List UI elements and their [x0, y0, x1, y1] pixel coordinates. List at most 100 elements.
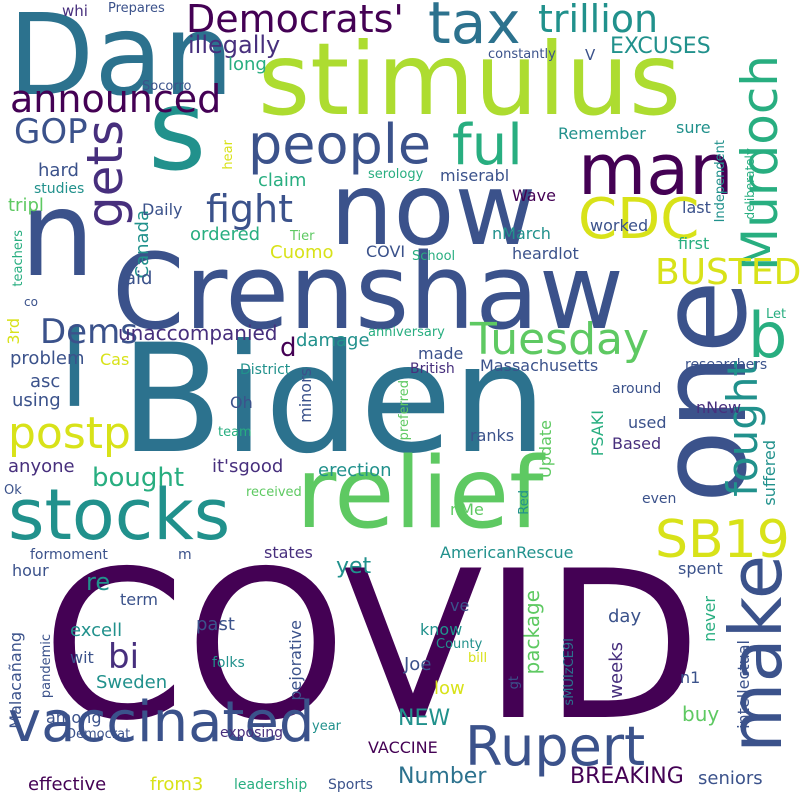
word-crenshaw: Crenshaw [112, 231, 624, 353]
word-let: Let [766, 307, 787, 322]
word-wave: Wave [512, 186, 556, 205]
word-announced: announced [10, 77, 222, 121]
word-s: s [148, 66, 207, 196]
word-ful: ful [452, 113, 523, 178]
word-stocks: stocks [8, 474, 231, 556]
word-tier: Tier [290, 229, 315, 244]
word-sports: Sports [328, 777, 373, 793]
word-worked: worked [590, 216, 649, 235]
word-psaki: PSAKI [588, 410, 607, 457]
word-asc: asc [30, 371, 61, 392]
word-ranks: ranks [470, 426, 515, 445]
word-dems: Dems [40, 312, 138, 352]
word-yet: yet [336, 554, 372, 579]
word-team: team [218, 425, 252, 440]
word-hear: hear [221, 140, 236, 170]
word-past: past [196, 614, 235, 635]
word-d: d [280, 333, 297, 363]
word-ok: Ok [4, 483, 22, 498]
word-excell: excell [70, 620, 123, 641]
word-erection: erection [318, 460, 392, 481]
word-m: m [178, 547, 192, 563]
word-busted: BUSTED [655, 252, 800, 293]
word-trillion: trillion [538, 0, 659, 41]
word-received: received [246, 485, 302, 500]
word-vaccinated: vaccinated [8, 690, 315, 755]
word-researchers: researchers [685, 357, 768, 373]
word-folks: folks [212, 655, 245, 671]
word-claim: claim [258, 170, 307, 191]
word-socorro: Socorro [142, 79, 192, 94]
word-pejorative: pejorative [286, 620, 305, 701]
word-even: even [642, 491, 677, 507]
word-gt: gt [507, 676, 522, 690]
word-last: last [682, 198, 711, 217]
word-bill: bill [468, 651, 488, 666]
word-3rd: 3rd [4, 318, 23, 345]
word-vaccine: VACCINE [368, 738, 438, 757]
word-remember: Remember [558, 124, 646, 143]
word-buy: buy [682, 702, 720, 726]
word-excuses: EXCUSES [610, 34, 711, 59]
word-know: know [420, 620, 463, 639]
word-heardlot: heardlot [512, 244, 579, 263]
word-bi: bi [108, 637, 140, 677]
word-miserabl: miserabl [440, 166, 510, 185]
word-county: County [436, 637, 483, 652]
word-itsgood: it'sgood [212, 456, 284, 477]
word-stimulus: stimulus [258, 21, 682, 138]
word-states: states [264, 543, 313, 562]
word-n1: n1 [680, 668, 701, 687]
word-sb19: SB19 [655, 510, 790, 570]
word-democrat: Democrat [66, 727, 131, 742]
word-package: package [520, 590, 544, 675]
word-gop: GOP [14, 112, 88, 152]
word-relief: relief [296, 437, 544, 551]
word-district: District [240, 362, 291, 378]
word-update: Update [536, 420, 555, 478]
word-ve: ve [450, 596, 470, 615]
word-damage: damage [296, 330, 370, 351]
word-breaking: BREAKING [570, 764, 684, 789]
word-minors: minors [296, 368, 315, 423]
word-red: Red [517, 490, 532, 515]
word-day: day [608, 606, 642, 627]
word-low: low [434, 678, 465, 699]
word-term: term [120, 590, 158, 609]
word-weeks: weeks [606, 642, 627, 699]
word-anyone: anyone [8, 456, 75, 477]
word-studies: studies [34, 181, 85, 197]
word-leadership: leadership [234, 777, 308, 793]
word-effective: effective [28, 774, 107, 795]
word-year: year [312, 719, 342, 734]
word-prepares: Prepares [108, 1, 165, 16]
word-laid: laid [120, 268, 153, 289]
word-exposing: exposing [220, 725, 284, 741]
word-hard: hard [38, 160, 79, 181]
word-serology: serology [368, 167, 424, 182]
word-unaccompanied: unaccompanied [118, 321, 278, 345]
word-man: man [578, 129, 734, 211]
word-dan: Dan [8, 0, 234, 121]
word-number: Number [398, 764, 487, 789]
word-l: l [60, 309, 89, 431]
word-tax: tax [428, 0, 521, 57]
word-cdc: CDC [578, 187, 700, 252]
word-nmarch: nMarch [492, 224, 551, 243]
word-among: among [46, 708, 102, 727]
word-independent: Independent [713, 140, 728, 223]
word-anniversary: anniversary [368, 325, 445, 340]
word-v: V [585, 46, 596, 64]
word-n: n [20, 165, 95, 303]
word-malacanang: Malacañang [6, 632, 25, 729]
word-cuomo: Cuomo [270, 242, 334, 263]
word-using: using [12, 390, 61, 411]
word-based: Based [612, 434, 662, 453]
word-british: British [410, 361, 455, 377]
word-made: made [418, 344, 464, 363]
word-rupert: Rupert [465, 715, 646, 778]
word-fight: fight [206, 187, 294, 231]
word-illegally: illegally [188, 31, 281, 59]
word-problem: problem [10, 348, 85, 369]
